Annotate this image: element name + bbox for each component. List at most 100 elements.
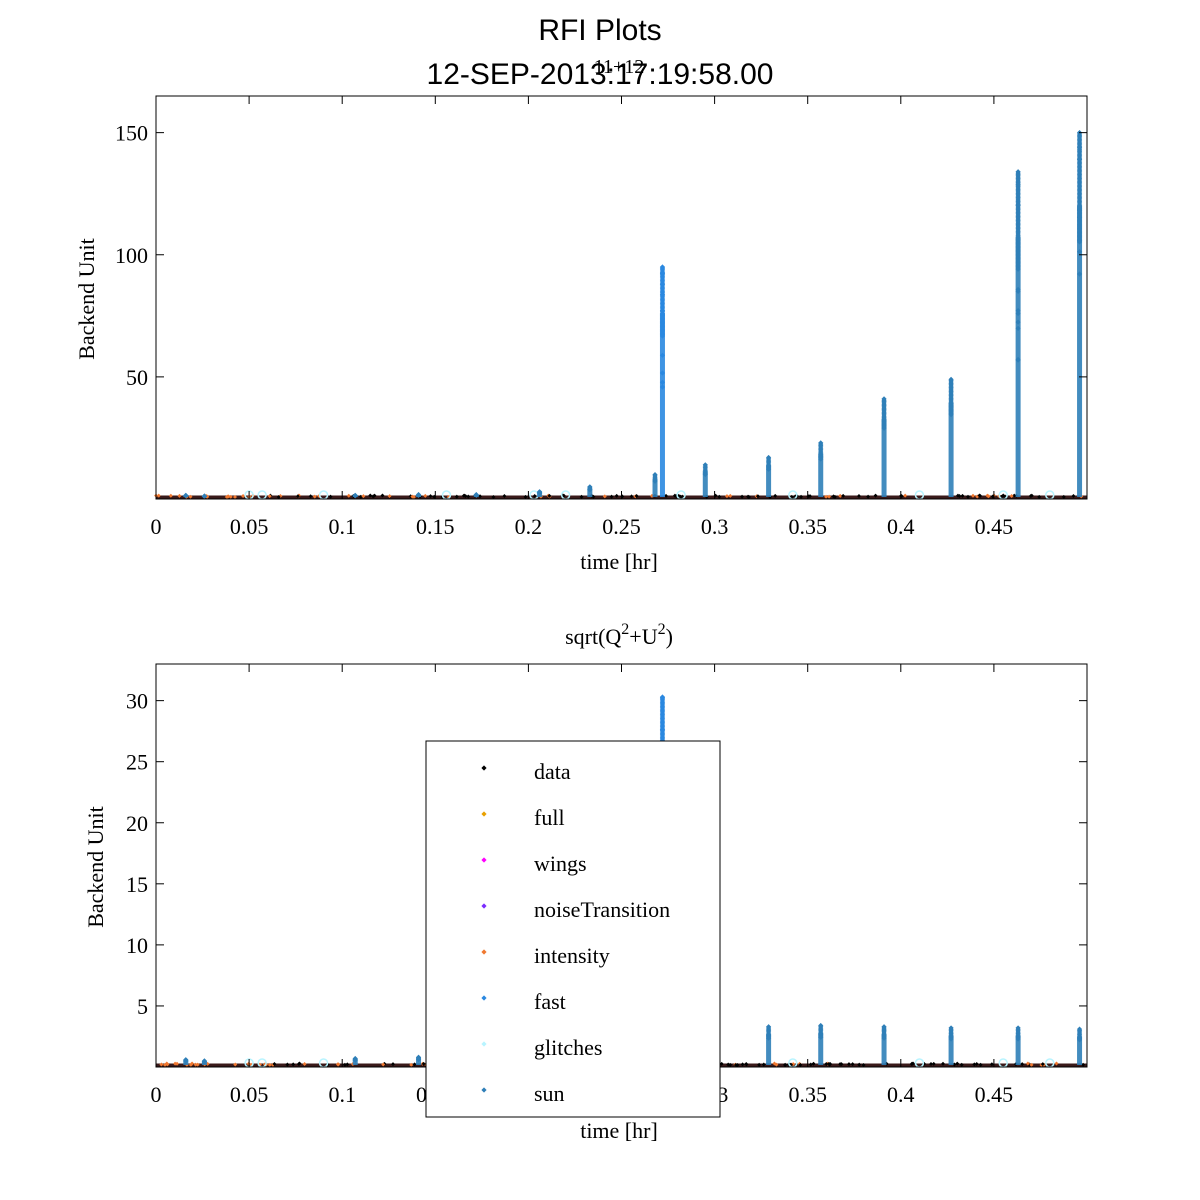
baseline-point [409, 1062, 414, 1067]
x-tick-label: 0.4 [887, 514, 915, 539]
baseline-point [740, 1062, 745, 1067]
baseline-point [195, 1062, 200, 1067]
sun-point [1076, 271, 1083, 277]
sun-point [765, 1035, 772, 1041]
sun-spike [1076, 130, 1083, 497]
sun-point [765, 466, 772, 472]
baseline-point [678, 494, 683, 499]
sun-point [1076, 147, 1083, 153]
x-tick-label: 0.35 [788, 1082, 827, 1107]
sun-point [1015, 181, 1021, 188]
baseline-point [728, 1062, 733, 1067]
sun-spike [765, 1024, 772, 1065]
baseline-point [857, 1062, 862, 1067]
sun-spike [1076, 1026, 1083, 1065]
baseline-point [838, 1062, 843, 1067]
sun-spike [1015, 169, 1021, 497]
x-tick-label: 0.25 [602, 514, 641, 539]
baseline-point [1009, 493, 1014, 498]
baseline-point [941, 1061, 946, 1066]
panel-overlap-label: 11+12 [594, 56, 645, 78]
legend-entry-wings: wings [481, 851, 587, 876]
baseline-point [380, 493, 385, 498]
baseline-point [412, 1062, 417, 1067]
baseline-point [664, 493, 669, 498]
sun-point [183, 1058, 189, 1064]
baseline-point [312, 494, 317, 499]
baseline-point [866, 494, 871, 499]
sun-point [1076, 144, 1083, 150]
top-plot-frame [155, 95, 1088, 500]
fast-point [659, 352, 666, 358]
baseline-point [233, 1062, 238, 1067]
baseline-point [1029, 493, 1034, 498]
y-tick-label: 20 [126, 811, 148, 836]
baseline-point [1040, 1062, 1045, 1067]
baseline-point [609, 494, 614, 499]
fast-spike [659, 264, 666, 497]
sun-point [1015, 325, 1021, 331]
baseline-point [428, 494, 433, 499]
sun-point [201, 493, 208, 499]
baseline-point [1081, 1062, 1086, 1067]
baseline-point [717, 494, 722, 499]
legend-entries: data full wings noiseTransition intensity fas… [481, 759, 670, 1106]
baseline-point [971, 493, 976, 498]
fast-point [659, 308, 666, 314]
baseline-point [462, 493, 467, 498]
baseline-point [421, 1061, 426, 1066]
baseline-point [173, 1061, 178, 1066]
baseline-point [165, 1062, 170, 1067]
baseline-point [454, 494, 459, 499]
baseline-point [719, 1061, 724, 1066]
legend-marker [481, 1041, 487, 1047]
baseline-point [423, 493, 428, 498]
sun-point [1015, 266, 1021, 272]
baseline-point [728, 493, 733, 498]
baseline-point [381, 1062, 386, 1067]
legend-entry-intensity: intensity [481, 943, 610, 968]
x-tick-label: 0 [151, 514, 162, 539]
baseline-point [989, 1062, 994, 1067]
legend-entry-sun: sun [481, 1081, 565, 1106]
baseline-point [1029, 1062, 1034, 1067]
legend-label: wings [534, 851, 587, 876]
legend-marker [481, 857, 487, 863]
legend-label: intensity [534, 943, 610, 968]
baseline-point [826, 1061, 831, 1066]
sun-spike [765, 454, 772, 497]
baseline-point [903, 493, 908, 498]
baseline-point [960, 493, 965, 498]
sun-point [1076, 238, 1083, 244]
sun-spike [352, 1055, 358, 1065]
sun-spike [415, 1054, 422, 1065]
sun-point [1076, 205, 1083, 211]
baseline-point [361, 494, 366, 499]
baseline-point [634, 493, 639, 498]
sun-spike-body [1077, 205, 1083, 497]
sun-point [881, 1035, 887, 1041]
sun-point [881, 425, 887, 431]
baseline-point [856, 493, 861, 498]
baseline-point [1037, 494, 1042, 499]
top-xlabel: time [hr] [580, 549, 658, 574]
baseline-point [272, 1061, 277, 1066]
y-tick-label: 5 [137, 994, 148, 1019]
sun-spike-body [818, 453, 824, 497]
sun-point [473, 492, 479, 498]
baseline-point [276, 494, 281, 499]
baseline-point [387, 494, 392, 499]
sun-point [183, 493, 189, 499]
sun-point [201, 1059, 208, 1065]
legend-entry-data: data [481, 759, 571, 784]
sun-spike-body [948, 402, 954, 497]
legend-label: data [534, 759, 571, 784]
y-tick-label: 50 [126, 365, 148, 390]
baseline-point [345, 1062, 350, 1067]
baseline-point [614, 493, 619, 498]
fast-spike-body [659, 312, 665, 497]
bottom-ylabel: Backend Unit [83, 806, 108, 928]
sun-spike [536, 489, 543, 497]
baseline-point [783, 1062, 788, 1067]
